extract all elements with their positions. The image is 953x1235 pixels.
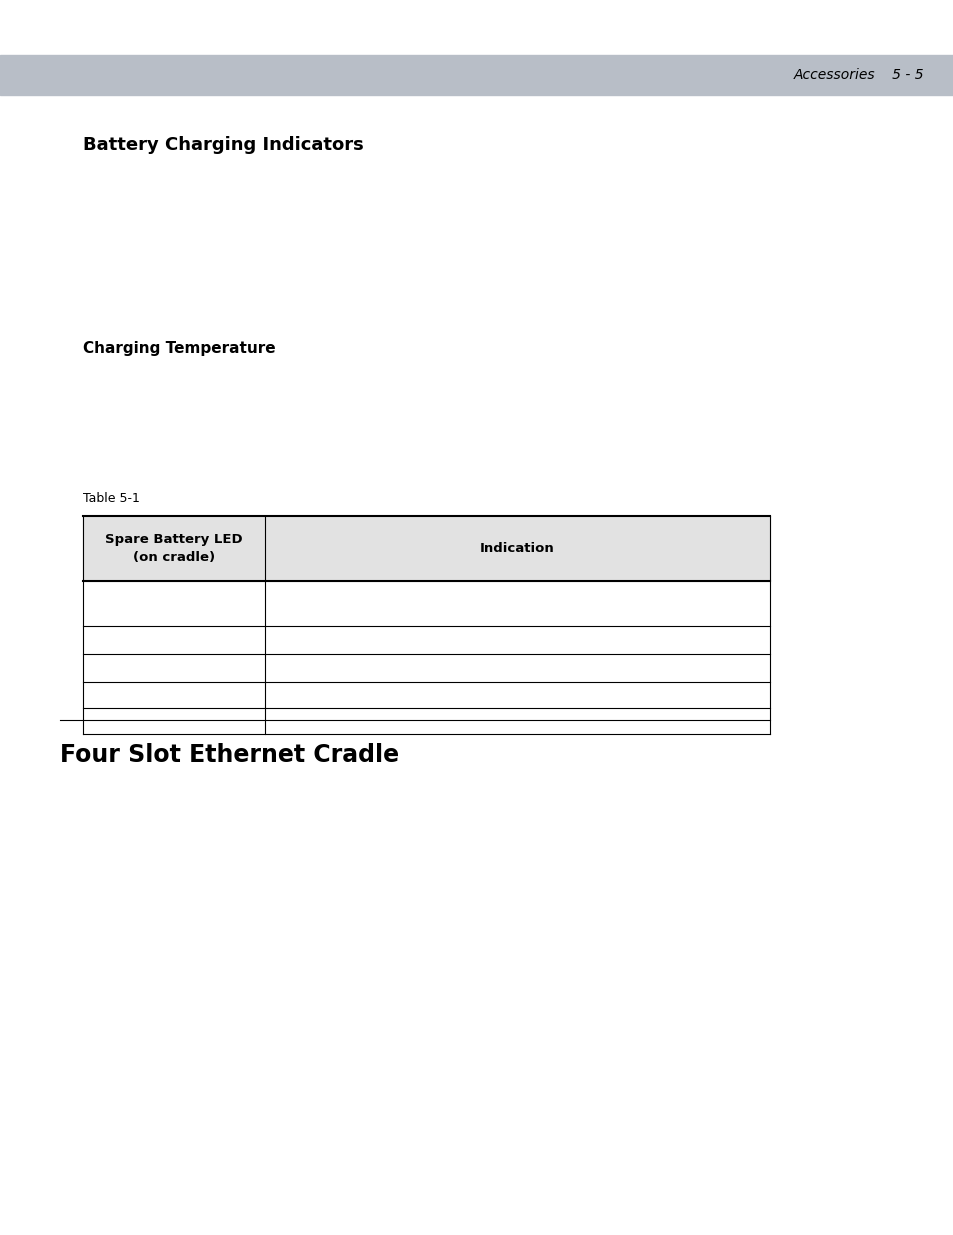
Text: Spare Battery LED
(on cradle): Spare Battery LED (on cradle) — [105, 534, 243, 563]
Text: Indication: Indication — [479, 542, 555, 555]
Text: Table 5-1: Table 5-1 — [83, 493, 140, 505]
Text: Accessories    5 - 5: Accessories 5 - 5 — [793, 68, 923, 82]
Bar — [0, 56, 953, 95]
Text: Charging Temperature: Charging Temperature — [83, 341, 275, 356]
Text: Battery Charging Indicators: Battery Charging Indicators — [83, 136, 363, 154]
Text: Four Slot Ethernet Cradle: Four Slot Ethernet Cradle — [60, 743, 398, 767]
Bar — [83, 516, 769, 580]
